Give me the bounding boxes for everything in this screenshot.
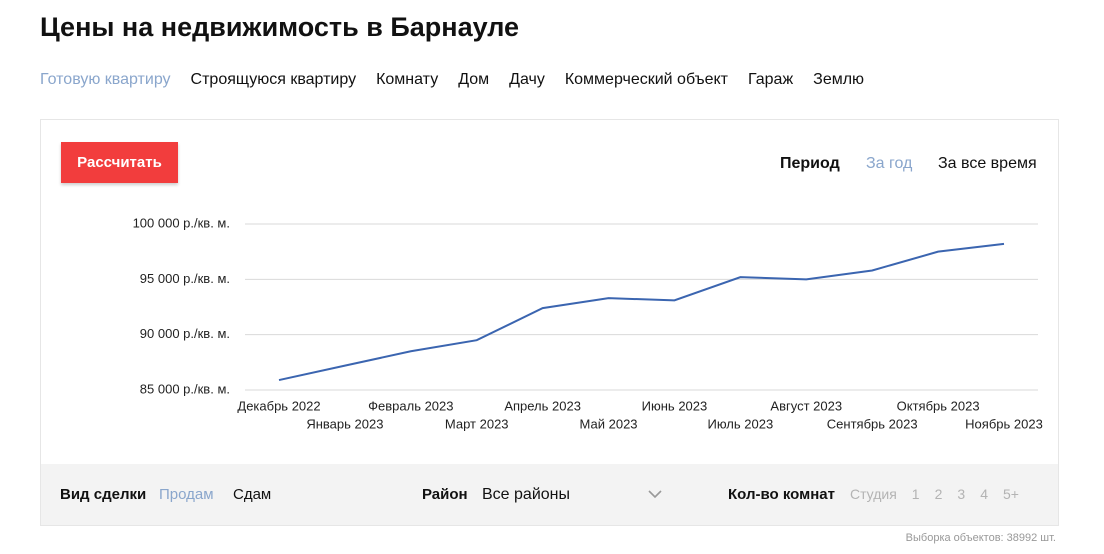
rooms-option[interactable]: Студия — [850, 486, 897, 502]
y-tick-label: 100 000 р./кв. м. — [133, 215, 230, 230]
tab[interactable]: Землю — [813, 71, 865, 88]
tab[interactable]: Строящуюся квартиру — [190, 71, 357, 88]
page-title: Цены на недвижимость в Барнауле — [40, 12, 520, 42]
chart-card — [40, 119, 1059, 526]
x-tick-label: Июль 2023 — [708, 416, 774, 431]
district-label: Район — [422, 486, 468, 503]
y-tick-label: 90 000 р./кв. м. — [140, 326, 230, 341]
x-tick-label: Март 2023 — [445, 416, 509, 431]
rooms-option[interactable]: 4 — [980, 486, 988, 502]
rooms-options: Студия 1 2 3 4 5+ — [850, 486, 1019, 502]
chart: 85 000 р./кв. м. 90 000 р./кв. м. 95 000 р… — [133, 215, 1043, 431]
calculate-button[interactable]: Рассчитать — [61, 142, 178, 183]
rooms-label: Кол-во комнат — [728, 486, 835, 503]
x-tick-label: Февраль 2023 — [368, 398, 453, 413]
y-tick-label: 95 000 р./кв. м. — [140, 271, 230, 286]
tabs: Готовую квартиру Строящуюся квартиру Комна… — [40, 71, 864, 89]
x-tick-label: Октябрь 2023 — [897, 398, 980, 413]
tab[interactable]: Готовую квартиру — [40, 71, 171, 88]
rooms-option[interactable]: 2 — [934, 486, 943, 502]
chevron-icon[interactable] — [647, 488, 663, 500]
filter-bar — [41, 464, 1058, 525]
y-tick-label: 85 000 р./кв. м. — [140, 381, 230, 396]
rooms-option[interactable]: 1 — [911, 486, 920, 502]
x-tick-label: Май 2023 — [580, 416, 638, 431]
x-tick-label: Январь 2023 — [306, 416, 383, 431]
tab[interactable]: Коммерческий объект — [564, 71, 728, 88]
deal-option[interactable]: Сдам — [233, 486, 272, 503]
period-option[interactable]: За все время — [938, 155, 1037, 172]
deal-option[interactable]: Продам — [159, 486, 214, 503]
deal-label: Вид сделки — [60, 486, 147, 503]
tab[interactable]: Дачу — [509, 71, 545, 88]
tab[interactable]: Комнату — [376, 71, 439, 88]
period-option[interactable]: За год — [866, 155, 913, 172]
rooms-option[interactable]: 3 — [957, 486, 966, 502]
price-line — [278, 242, 1005, 382]
x-tick-label: Апрель 2023 — [504, 398, 581, 413]
x-tick-label: Июнь 2023 — [642, 398, 708, 413]
x-tick-label: Август 2023 — [770, 398, 842, 413]
period-label: Период — [780, 155, 840, 172]
district-select[interactable]: Все районы — [482, 486, 570, 503]
sample-size: Выборка объектов: 38992 шт. — [905, 532, 1056, 544]
tab[interactable]: Гараж — [747, 71, 794, 88]
tab[interactable]: Дом — [458, 71, 490, 88]
x-tick-label: Ноябрь 2023 — [965, 416, 1043, 431]
x-tick-label: Декабрь 2022 — [237, 398, 320, 413]
x-tick-label: Сентябрь 2023 — [827, 416, 918, 431]
rooms-option[interactable]: 5+ — [1002, 486, 1019, 502]
